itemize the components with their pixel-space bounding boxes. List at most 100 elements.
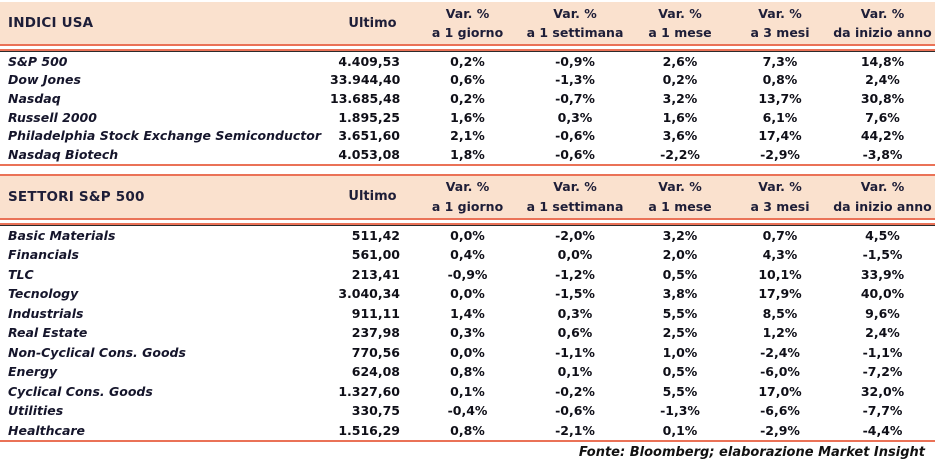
table-bottom-rule	[0, 440, 935, 443]
pct-value: -1,5%	[862, 247, 903, 263]
ultimo-value: 3.040,34	[338, 286, 400, 302]
pct-value: 0,6%	[450, 72, 485, 88]
var-column-header: Var. % a 1 mese	[648, 179, 712, 214]
pct-value: 14,8%	[860, 53, 905, 69]
ultimo-value: 3.651,60	[338, 128, 400, 144]
var-column-header: Var. % a 1 settimana	[526, 179, 624, 214]
table-title-settori-sp500: SETTORI S&P 500	[8, 188, 145, 205]
pct-value: -2,9%	[760, 422, 800, 438]
ultimo-value: 213,41	[351, 266, 400, 282]
pct-value: 13,7%	[758, 90, 802, 106]
header-divider-double-rule	[0, 217, 935, 225]
row-name: Tecnology	[8, 286, 79, 302]
pct-value: 33,9%	[860, 266, 905, 282]
var-column-header: Var. % a 1 mese	[648, 5, 712, 40]
pct-value: 8,5%	[762, 305, 798, 321]
pct-value: -7,7%	[862, 403, 903, 419]
section-gap	[0, 165, 935, 174]
pct-value: 4,5%	[865, 227, 900, 243]
pct-value: 2,6%	[662, 53, 698, 69]
table-row: Cyclical Cons. Goods 1.327,60 0,1% -0,2% 5,5…	[0, 382, 935, 402]
pct-value: 4,3%	[762, 247, 798, 263]
pct-value: -0,4%	[447, 403, 488, 419]
header-divider-double-rule	[0, 44, 935, 51]
var-column-header: Var. % a 1 giorno	[431, 179, 504, 214]
ultimo-value: 911,11	[351, 305, 400, 321]
pct-value: 0,3%	[557, 109, 593, 125]
section-end-rule	[0, 163, 935, 166]
table-row: TLC 213,41 -0,9% -1,2% 0,5% 10,1% 33,9%	[0, 265, 935, 285]
pct-value: 0,4%	[450, 247, 485, 263]
pct-value: -0,9%	[447, 266, 488, 282]
pct-value: -1,2%	[555, 266, 595, 282]
pct-value: -1,1%	[862, 344, 903, 360]
pct-value: 1,8%	[450, 146, 485, 162]
row-name: Cyclical Cons. Goods	[8, 383, 153, 399]
pct-value: 9,6%	[865, 305, 900, 321]
pct-value: 0,1%	[557, 364, 593, 380]
pct-value: 1,6%	[450, 109, 485, 125]
pct-value: 5,5%	[662, 383, 698, 399]
pct-value: -7,2%	[862, 364, 903, 380]
pct-value: 7,6%	[865, 109, 900, 125]
pct-value: -1,1%	[555, 344, 595, 360]
pct-value: 3,2%	[662, 227, 698, 243]
pct-value: -6,0%	[760, 364, 800, 380]
table-row: Healthcare 1.516,29 0,8% -2,1% 0,1% -2,9% -4,4…	[0, 421, 935, 441]
pct-value: 2,4%	[865, 325, 900, 341]
pct-value: -1,3%	[660, 403, 700, 419]
pct-value: -1,5%	[555, 286, 595, 302]
table-row: Financials 561,00 0,4% 0,0% 2,0% 4,3% -1,5%	[0, 245, 935, 265]
pct-value: 3,2%	[662, 90, 698, 106]
pct-value: 0,0%	[450, 344, 485, 360]
footer-source: Fonte: Bloomberg; elaborazione Market In…	[578, 445, 925, 461]
pct-value: 2,0%	[662, 247, 698, 263]
table-row: Real Estate 237,98 0,3% 0,6% 2,5% 1,2% 2,4%	[0, 323, 935, 343]
pct-value: 0,3%	[450, 325, 485, 341]
ultimo-value: 4.409,53	[338, 53, 400, 69]
header-divider-dark-rule	[0, 51, 935, 52]
pct-value: -0,2%	[555, 383, 595, 399]
ultimo-value: 4.053,08	[338, 146, 400, 162]
pct-value: -2,4%	[760, 344, 800, 360]
indici-usa-header-row: INDICI USA Ultimo Var. % a 1 giorno Var. %…	[0, 2, 935, 44]
pct-value: -3,8%	[862, 146, 903, 162]
table-row: Energy 624,08 0,8% 0,1% 0,5% -6,0% -7,2%	[0, 362, 935, 382]
table-row: Non-Cyclical Cons. Goods 770,56 0,0% -1,1% 1…	[0, 343, 935, 363]
table-row: Dow Jones 33.944,40 0,6% -1,3% 0,2% 0,8% 2,4%	[0, 71, 935, 90]
ultimo-value: 33.944,40	[330, 72, 401, 88]
header-divider-dark-rule	[0, 224, 935, 226]
pct-value: 0,0%	[450, 286, 485, 302]
pct-value: -1,3%	[555, 72, 595, 88]
pct-value: 0,1%	[662, 422, 698, 438]
ultimo-value: 13.685,48	[330, 90, 401, 106]
table-row: Philadelphia Stock Exchange Semiconducto…	[0, 126, 935, 145]
row-name: Utilities	[8, 403, 64, 419]
column-header-ultimo: Ultimo	[348, 189, 397, 205]
row-name: Dow Jones	[8, 72, 81, 88]
pct-value: 0,7%	[762, 227, 798, 243]
pct-value: 1,0%	[662, 344, 698, 360]
pct-value: 17,4%	[758, 128, 802, 144]
row-name: S&P 500	[8, 53, 68, 69]
var-column-header: Var. % a 1 settimana	[526, 5, 624, 40]
pct-value: 6,1%	[762, 109, 798, 125]
pct-value: 2,4%	[865, 72, 900, 88]
table-row: Nasdaq Biotech 4.053,08 1,8% -0,6% -2,2% -2,9…	[0, 145, 935, 164]
pct-value: 0,2%	[450, 90, 485, 106]
var-column-header: Var. % a 3 mesi	[750, 5, 810, 40]
row-name: Russell 2000	[8, 109, 97, 125]
pct-value: 0,2%	[662, 72, 698, 88]
row-name: Real Estate	[8, 325, 88, 341]
var-column-header: Var. % a 3 mesi	[750, 179, 810, 214]
table-row: S&P 500 4.409,53 0,2% -0,9% 2,6% 7,3% 14,8%	[0, 52, 935, 71]
row-name: Philadelphia Stock Exchange Semiconducto…	[8, 128, 322, 144]
pct-value: 0,3%	[557, 305, 593, 321]
ultimo-value: 1.895,25	[338, 109, 400, 125]
table-title-indici-usa: INDICI USA	[8, 15, 94, 31]
pct-value: 1,6%	[662, 109, 698, 125]
ultimo-value: 330,75	[351, 403, 400, 419]
pct-value: 0,8%	[450, 422, 485, 438]
pct-value: 3,6%	[662, 128, 698, 144]
